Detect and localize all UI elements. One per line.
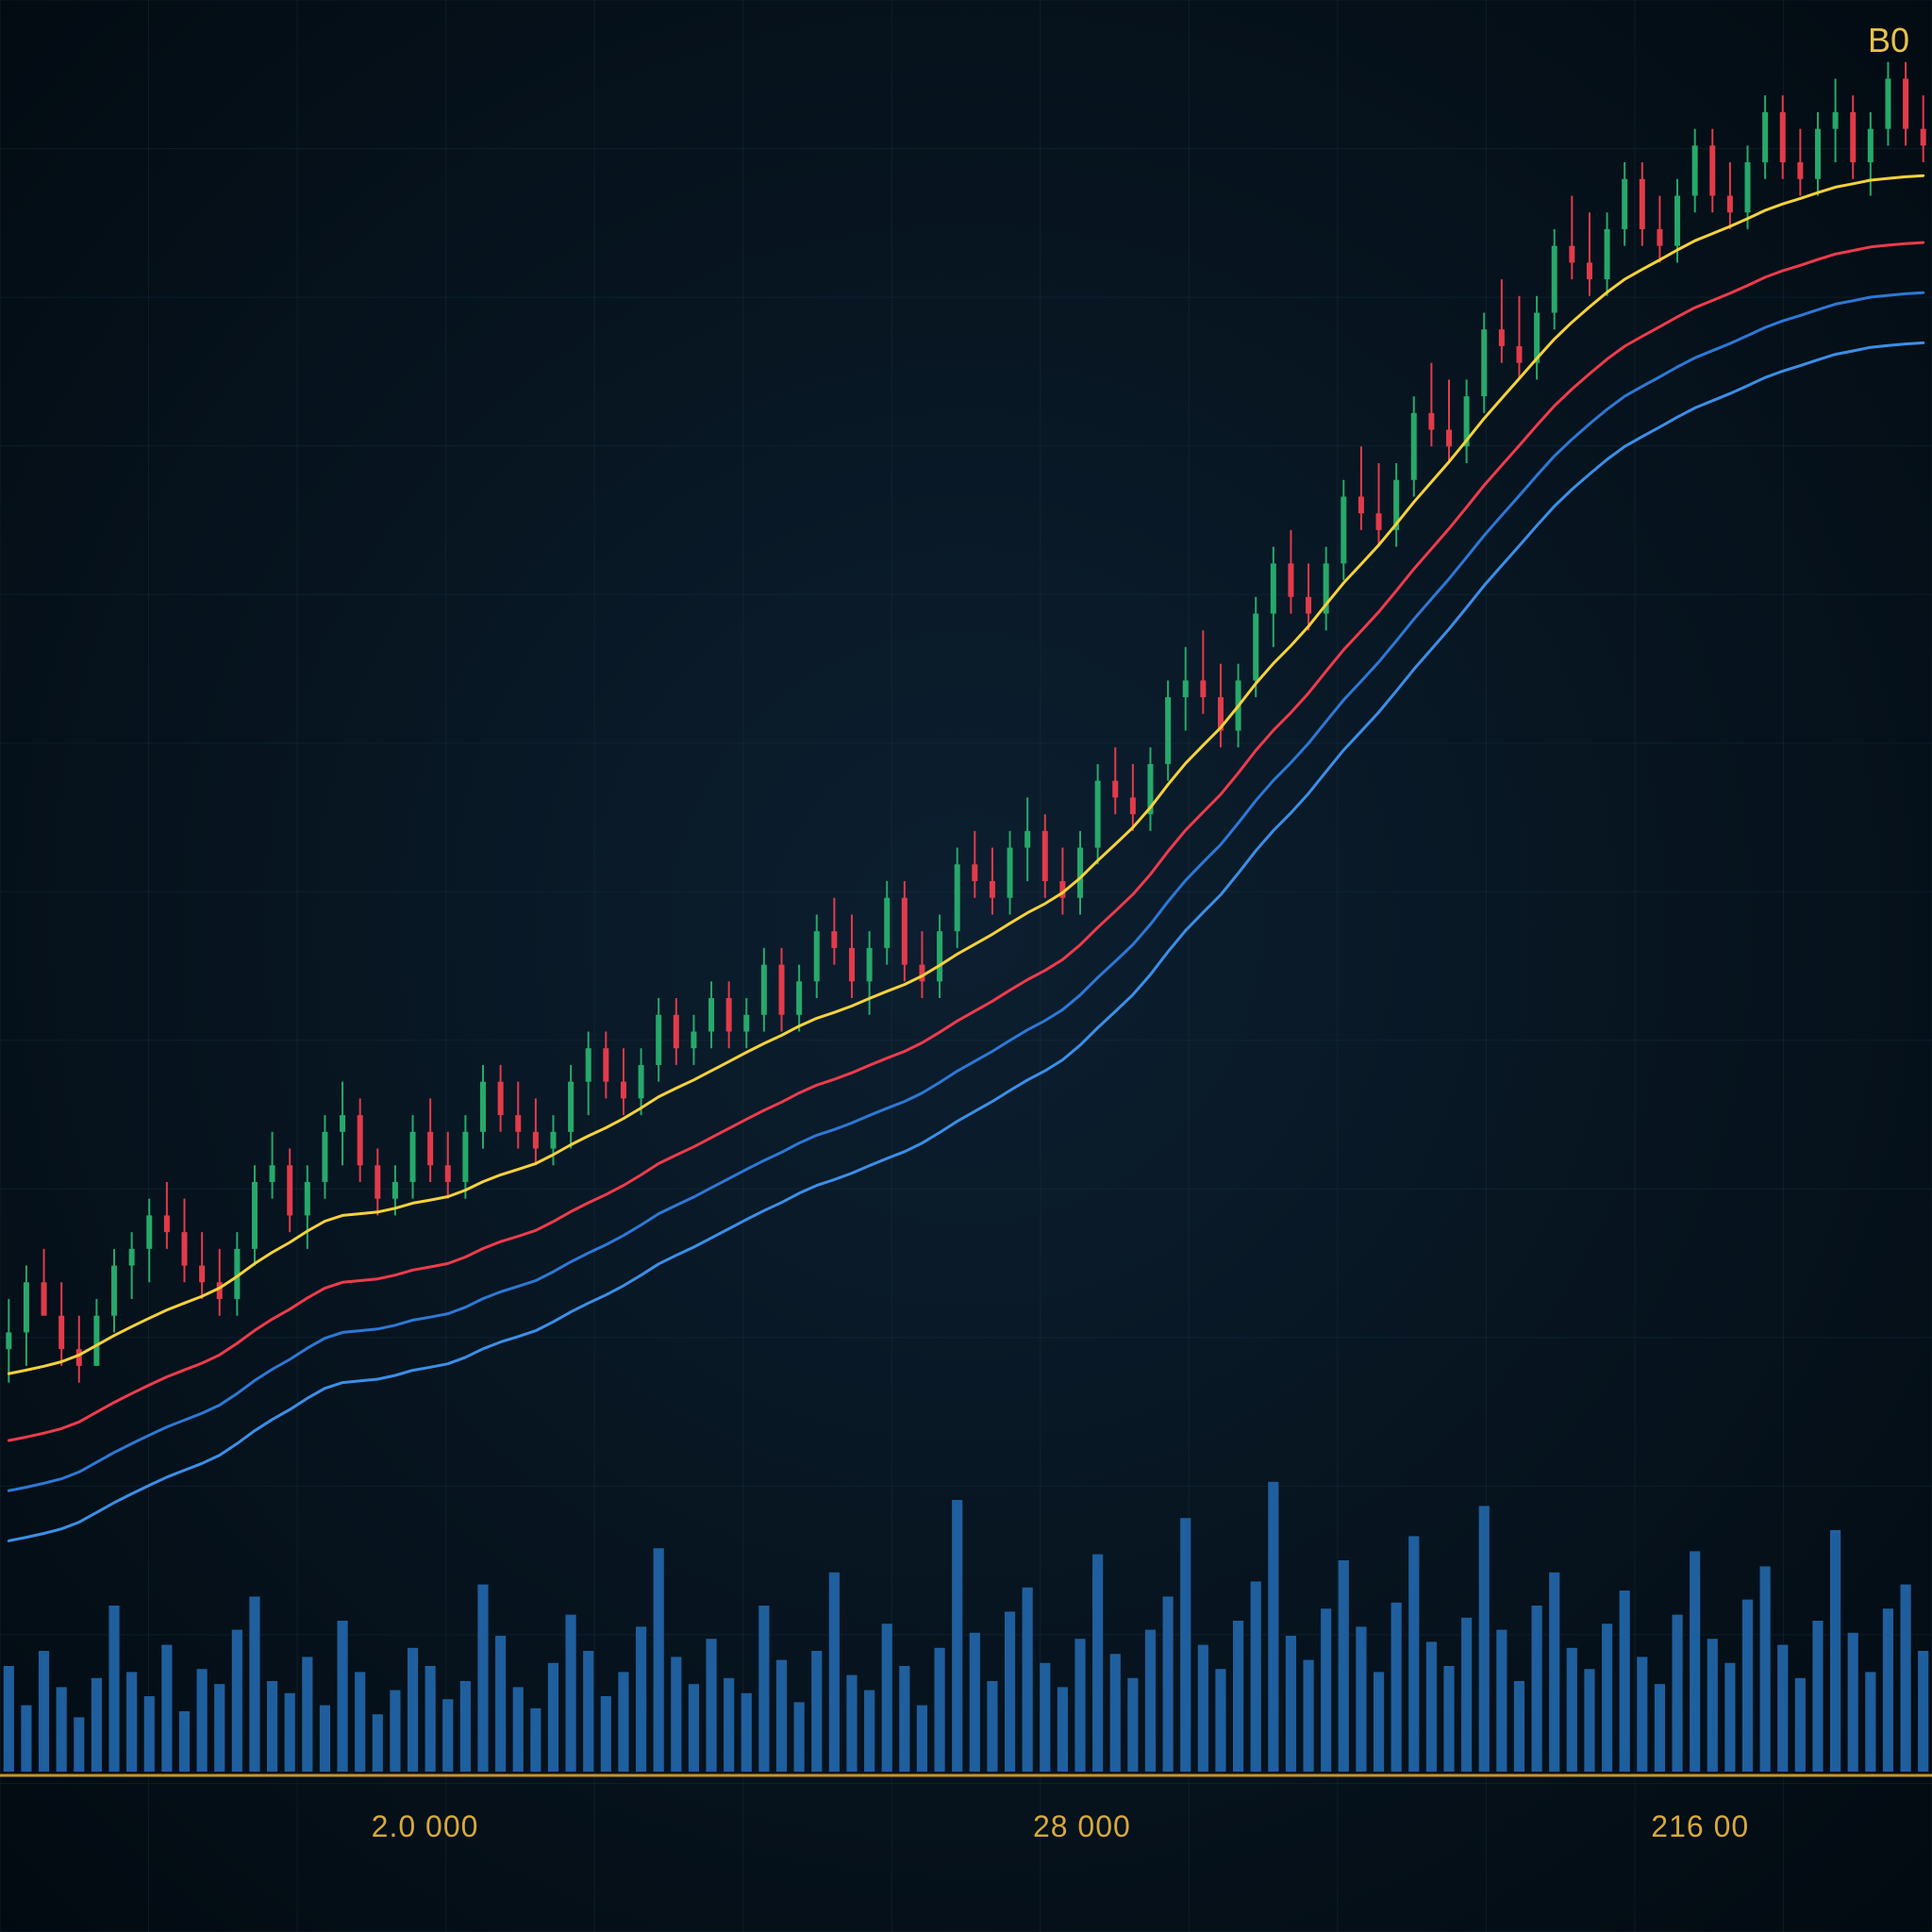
candlestick-chart[interactable]: 2.0 000 28 000 216 00 B0 <box>0 0 1932 1932</box>
ticker-label: B0 <box>1868 21 1909 60</box>
chart-canvas <box>0 0 1932 1932</box>
x-axis-label: 2.0 000 <box>372 1809 479 1844</box>
x-axis-label: 28 000 <box>1033 1809 1131 1844</box>
x-axis-label: 216 00 <box>1651 1809 1749 1844</box>
